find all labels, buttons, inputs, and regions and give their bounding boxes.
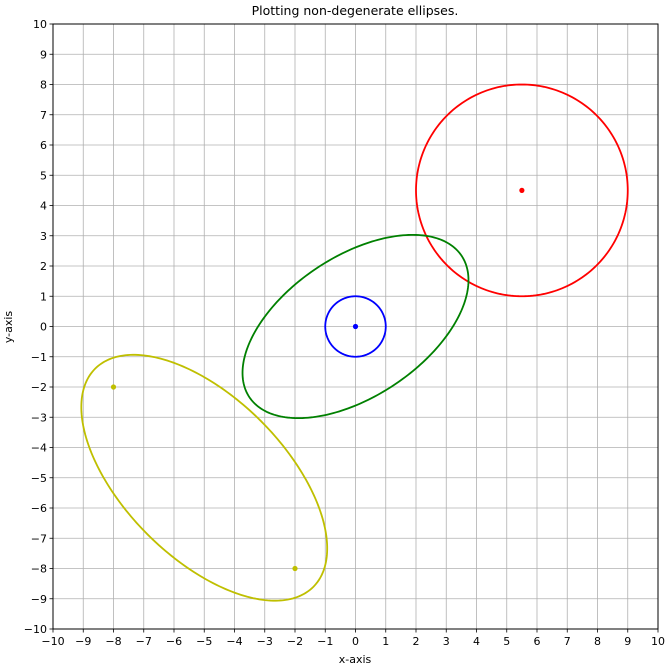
y-tick-label: 3 — [40, 230, 47, 243]
y-axis-label: y-axis — [2, 311, 15, 344]
x-tick-label: 10 — [651, 635, 665, 648]
y-tick-label: −9 — [31, 593, 47, 606]
x-axis-label: x-axis — [339, 653, 372, 666]
x-tick-label: 4 — [473, 635, 480, 648]
ellipse-point — [110, 384, 117, 390]
y-tick-label: 2 — [40, 260, 47, 273]
y-tick-label: 10 — [33, 18, 47, 31]
y-tick-label: −4 — [31, 442, 47, 455]
y-tick-label: 0 — [40, 321, 47, 334]
x-tick-label: −3 — [257, 635, 273, 648]
x-tick-label: 8 — [594, 635, 601, 648]
x-tick-label: −8 — [105, 635, 121, 648]
x-tick-label: −4 — [226, 635, 242, 648]
y-tick-label: −1 — [31, 351, 47, 364]
y-tick-label: −7 — [31, 532, 47, 545]
y-tick-label: 8 — [40, 79, 47, 92]
ellipse-curve — [80, 353, 329, 602]
x-tick-label: 6 — [534, 635, 541, 648]
x-tick-label: 5 — [503, 635, 510, 648]
y-tick-label: −2 — [31, 381, 47, 394]
y-tick-label: −6 — [31, 502, 47, 515]
y-tick-label: 5 — [40, 169, 47, 182]
x-tick-label: −2 — [287, 635, 303, 648]
axis-ticks: −10 −9 −8 −7 −6 −5 −4 −3 −2 −1 0 1 2 3 4 5 6 7 8 9 10−10−9−8… — [24, 18, 665, 648]
y-tick-label: 9 — [40, 48, 47, 61]
x-tick-label: 0 — [352, 635, 359, 648]
x-tick-label: 7 — [564, 635, 571, 648]
grid — [52, 23, 659, 630]
ellipse-point — [519, 187, 525, 193]
y-tick-label: 6 — [40, 139, 47, 152]
y-tick-label: −5 — [31, 472, 47, 485]
y-tick-label: 7 — [40, 109, 47, 122]
ellipses — [80, 83, 629, 602]
x-tick-label: −9 — [75, 635, 91, 648]
x-tick-label: 1 — [382, 635, 389, 648]
x-tick-label: −10 — [41, 635, 64, 648]
ellipse-curve — [324, 295, 387, 358]
y-tick-label: 4 — [40, 200, 47, 213]
x-tick-label: −7 — [136, 635, 152, 648]
y-tick-label: 1 — [40, 290, 47, 303]
ellipse-point — [352, 323, 359, 330]
chart-title: Plotting non-degenerate ellipses. — [252, 3, 459, 18]
x-tick-label: −6 — [166, 635, 182, 648]
ellipse-point — [292, 565, 298, 572]
ellipse-curve — [415, 83, 629, 298]
x-tick-label: −1 — [317, 635, 333, 648]
x-tick-label: −5 — [196, 635, 212, 648]
y-tick-label: −10 — [24, 623, 47, 636]
ellipse-curve — [241, 233, 470, 420]
y-tick-label: −3 — [31, 411, 47, 424]
x-tick-label: 9 — [624, 635, 631, 648]
x-tick-label: 2 — [413, 635, 420, 648]
y-tick-label: −8 — [31, 563, 47, 576]
x-tick-label: 3 — [443, 635, 450, 648]
